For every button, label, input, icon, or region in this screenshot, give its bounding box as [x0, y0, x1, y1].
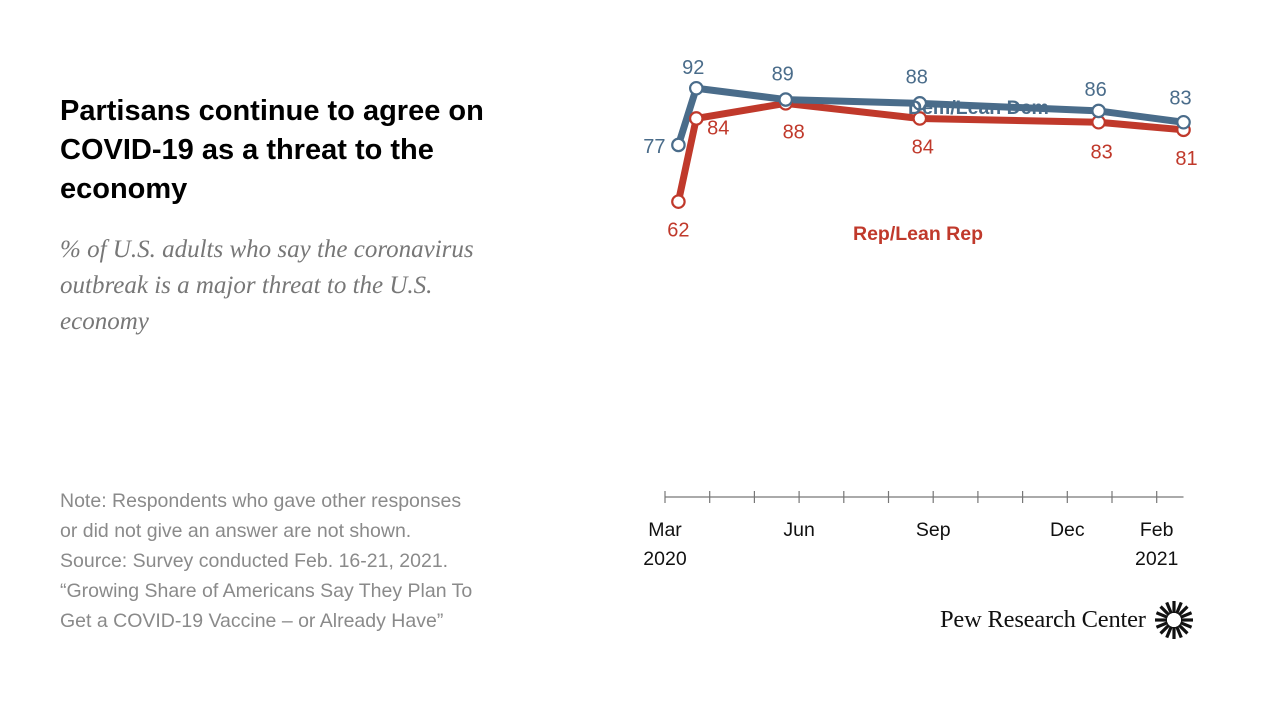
note-line: Note: Respondents who gave other respons…: [60, 490, 462, 512]
dem-data-label: 77: [643, 136, 665, 158]
dem-series-label: Dem/Lean Dem: [908, 97, 1049, 119]
dem-point: [671, 137, 686, 153]
x-tick-year-label: 2021: [1135, 548, 1178, 570]
dem-series-line: [674, 84, 1188, 149]
rep-series-label: Rep/Lean Rep: [853, 223, 983, 245]
note-line: or did not give an answer are not shown.: [60, 520, 412, 542]
rep-data-label: 81: [1175, 148, 1197, 170]
dem-point: [1091, 103, 1106, 119]
dem-point: [778, 92, 793, 107]
notes: Note: Respondents who gave other respons…: [60, 486, 580, 636]
rep-point: [671, 194, 686, 209]
x-tick-label: Sep: [916, 519, 951, 541]
chart-title: Partisans continue to agree on COVID-19 …: [60, 95, 484, 205]
x-tick-label: Feb: [1140, 519, 1174, 541]
rep-series-line: [674, 99, 1188, 206]
source-line: Source: Survey conducted Feb. 16-21, 202…: [60, 550, 449, 572]
dem-data-label: 86: [1084, 79, 1106, 101]
report-title-line: Get a COVID-19 Vaccine – or Already Have…: [60, 610, 444, 632]
dem-data-label: 89: [772, 64, 794, 86]
pew-sunburst-icon: [1154, 601, 1193, 639]
dem-data-label: 92: [682, 57, 704, 79]
rep-data-label: 62: [667, 220, 689, 242]
pew-logo: Pew Research Center: [940, 600, 1194, 640]
rep-data-label: 84: [707, 117, 729, 139]
dem-point: [912, 96, 928, 111]
x-tick-label: Jun: [783, 519, 814, 541]
pew-logo-text: Pew Research Center: [940, 606, 1146, 633]
chart-subtitle: % of U.S. adults who say the coronavirus…: [60, 236, 474, 335]
x-tick-year-label: 2020: [643, 548, 687, 570]
rep-point: [912, 111, 928, 126]
x-tick-label: Mar: [648, 519, 682, 541]
rep-point: [688, 111, 704, 126]
rep-data-label: 83: [1090, 141, 1112, 163]
dem-data-label: 83: [1169, 87, 1191, 109]
rep-data-label: 84: [912, 136, 934, 158]
rep-data-label: 88: [783, 121, 805, 143]
dem-point: [688, 80, 704, 96]
x-tick-label: Dec: [1050, 519, 1085, 541]
report-title-line: “Growing Share of Americans Say They Pla…: [60, 580, 473, 602]
dem-point: [1176, 114, 1191, 130]
dem-data-label: 88: [906, 66, 928, 88]
